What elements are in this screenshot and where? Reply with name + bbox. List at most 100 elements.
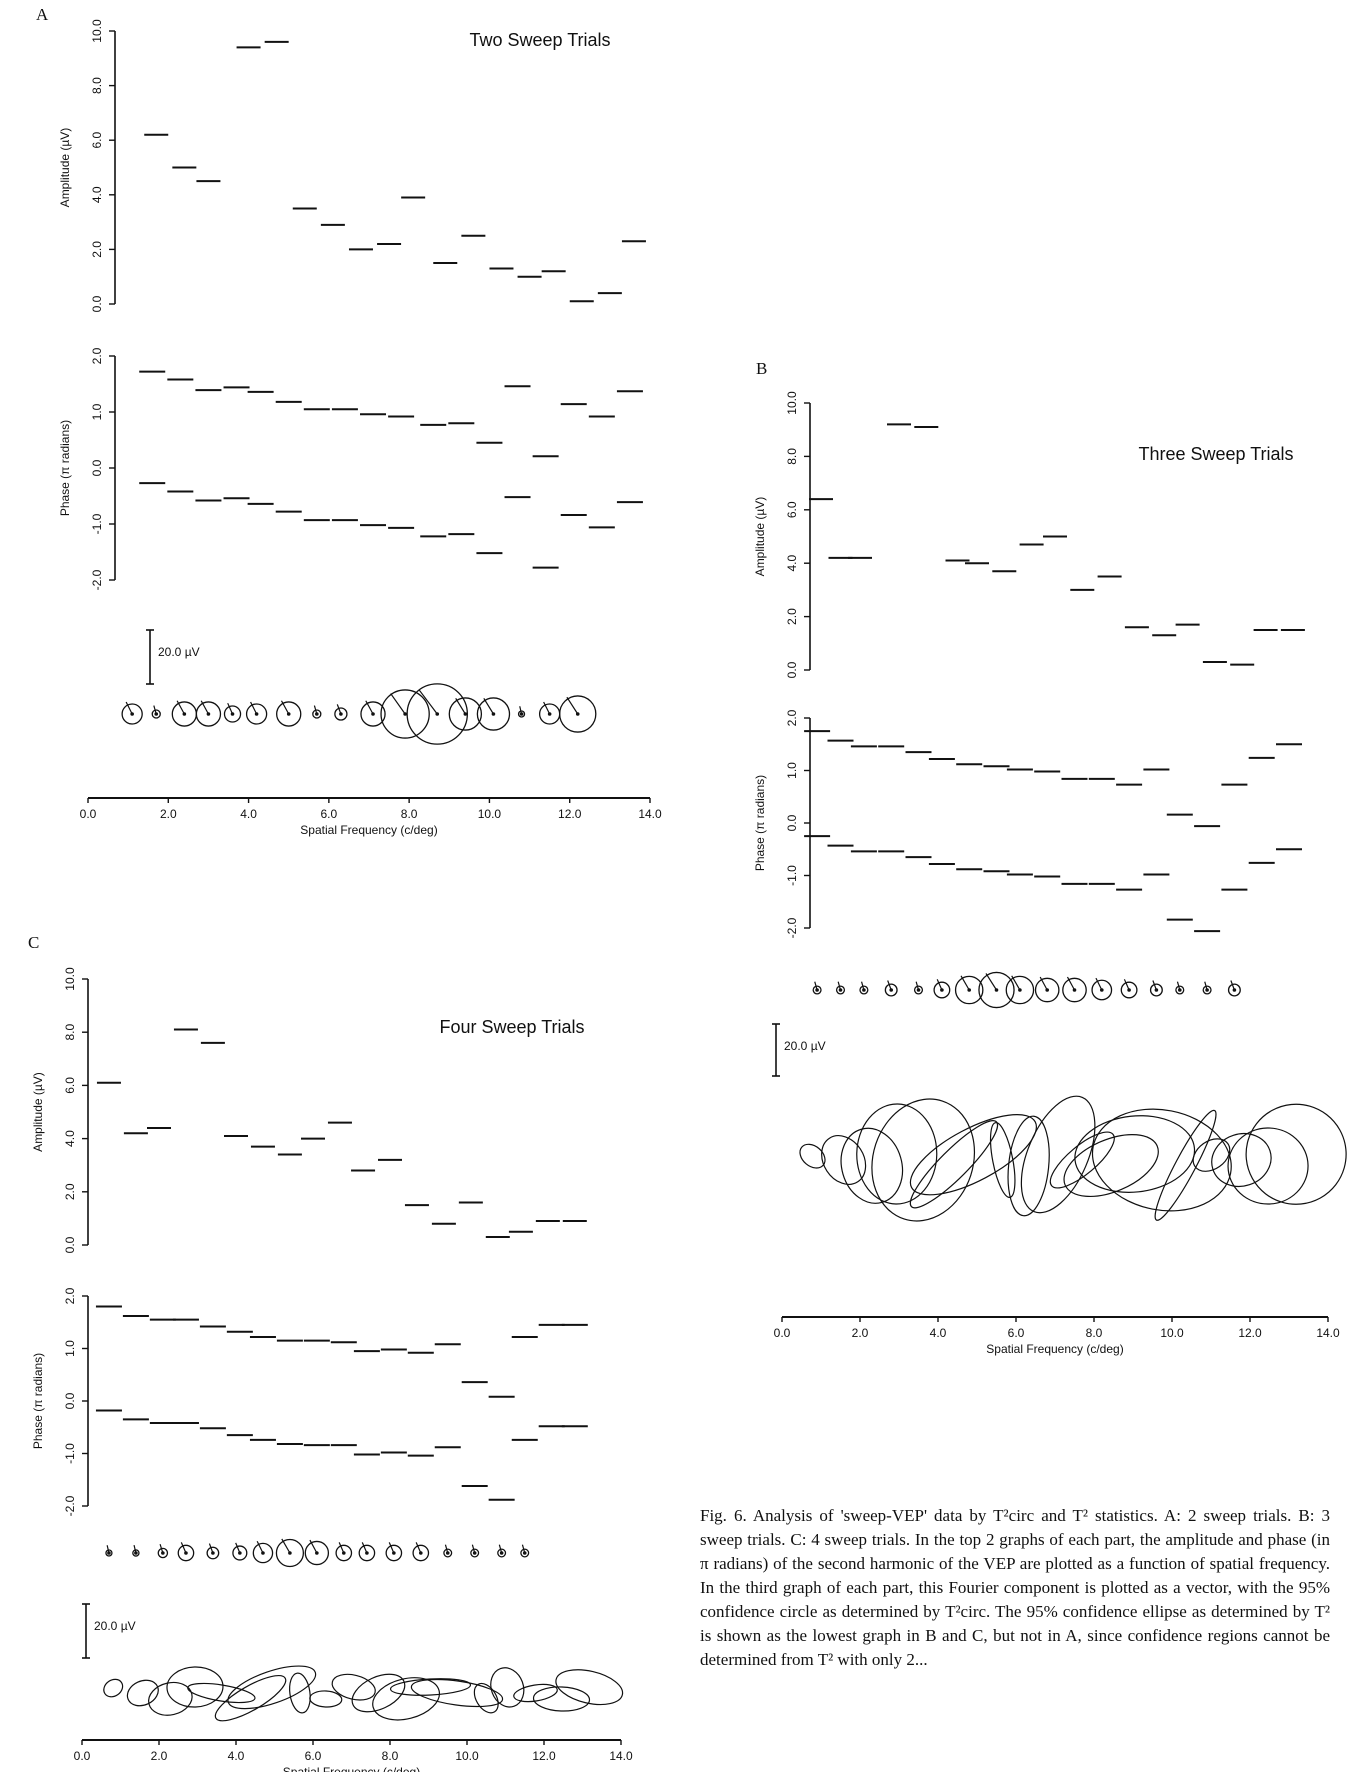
panel-a-confidence-circle xyxy=(448,697,483,731)
panel-a-amp-tick-label: 6.0 xyxy=(90,132,104,149)
panel-c-vector-dot xyxy=(107,1551,111,1555)
panel-a-vector xyxy=(483,698,494,715)
panel-c-vector-dot xyxy=(134,1551,138,1555)
panel-b-confidence-ellipse xyxy=(1154,1109,1217,1221)
panel-c-confidence-circle xyxy=(132,1549,140,1557)
panel-a-vector-dot xyxy=(254,712,259,716)
panel-a-confidence-circle xyxy=(276,701,302,727)
panel-a-amp-tick-label: 10.0 xyxy=(90,19,104,43)
panel-c-vector-dot xyxy=(392,1551,396,1555)
panel-b-amp-tick-label: 10.0 xyxy=(785,391,799,415)
panel-a-phase-tick-label: 1.0 xyxy=(90,403,104,420)
panel-c-confidence-circle xyxy=(232,1545,248,1561)
panel-b-vector-dot xyxy=(916,988,921,992)
panel-b-amp-tick-label: 8.0 xyxy=(785,448,799,465)
panel-b-confidence-ellipse xyxy=(989,1122,1016,1198)
panel-c-vector-dot xyxy=(342,1551,346,1555)
panel-c-amp-label: Amplitude (µV) xyxy=(31,1072,45,1152)
panel-a-confidence-circle xyxy=(559,695,597,733)
panel-b-confidence-circle xyxy=(1091,979,1113,1001)
panel-b-phase-tick-label: -2.0 xyxy=(785,917,799,938)
panel-c-x-tick-label: 10.0 xyxy=(455,1749,479,1763)
panel-c-confidence-circle xyxy=(497,1548,507,1558)
panel-c-vector xyxy=(415,1542,422,1554)
panel-b-confidence-circle xyxy=(1062,977,1087,1003)
panel-b-confidence-ellipse xyxy=(821,1135,867,1185)
panel-b-vector-dot xyxy=(940,988,944,992)
panel-b-confidence-circle xyxy=(954,975,984,1005)
panel-c-amp-tick-label: 2.0 xyxy=(63,1183,77,1200)
panel-b-confidence-ellipse xyxy=(1192,1138,1231,1172)
panel-a-vector xyxy=(543,701,551,715)
panel-a-vector-dot xyxy=(491,712,496,716)
panel-a-x-tick-label: 0.0 xyxy=(80,807,97,821)
panel-c-confidence-ellipse xyxy=(473,1682,499,1714)
panel-a-amp-tick-label: 4.0 xyxy=(90,186,104,203)
panel-b-confidence-ellipse xyxy=(1091,1108,1232,1212)
panel-a-confidence-circle xyxy=(334,707,348,721)
panel-b-confidence-circle xyxy=(835,985,846,995)
panel-b-x-tick-label: 10.0 xyxy=(1160,1326,1184,1340)
panel-c-x-tick-label: 6.0 xyxy=(305,1749,322,1763)
panel-c-amp-tick-label: 4.0 xyxy=(63,1130,77,1147)
panel-a-amp-label: Amplitude (µV) xyxy=(58,128,72,208)
panel-c-confidence-ellipse xyxy=(227,1665,317,1710)
panel-a-x-tick-label: 10.0 xyxy=(478,807,502,821)
panel-c-amp-tick-label: 10.0 xyxy=(63,967,77,991)
panel-b-confidence-circle xyxy=(933,981,951,999)
panel-b-confidence-ellipse xyxy=(871,1098,976,1222)
panel-b-confidence-ellipse xyxy=(1227,1127,1309,1205)
panel-a-confidence-circle xyxy=(223,705,242,723)
panel-c-vector-dot xyxy=(365,1551,369,1555)
panel-b-confidence-ellipse xyxy=(1074,1115,1196,1193)
panel-a-confidence-circle xyxy=(245,703,268,725)
panel-b-phase-tick-label: -1.0 xyxy=(785,865,799,886)
panel-c-confidence-ellipse xyxy=(187,1682,256,1704)
panel-b-vector-dot xyxy=(1045,988,1049,992)
panel-a-vector-dot xyxy=(435,712,440,716)
panel-c-confidence-circle xyxy=(335,1544,353,1562)
panel-b-phase-tick-label: 0.0 xyxy=(785,814,799,831)
panel-b-confidence-circle xyxy=(913,985,924,995)
panel-b-vector-dot xyxy=(1232,988,1237,992)
panel-a-x-tick-label: 12.0 xyxy=(558,807,582,821)
panel-b-confidence-circle xyxy=(1202,985,1212,995)
panel-b-x-tick-label: 4.0 xyxy=(930,1326,947,1340)
panel-c-confidence-circle xyxy=(275,1538,305,1568)
panel-b-confidence-ellipse xyxy=(1007,1115,1050,1217)
panel-c-confidence-circle xyxy=(443,1548,453,1558)
panel-b-vector-dot xyxy=(994,988,999,992)
panel-c-x-tick-label: 4.0 xyxy=(228,1749,245,1763)
panel-c-vector xyxy=(235,1542,241,1554)
panel-c-scale-bar-label: 20.0 µV xyxy=(94,1619,136,1633)
panel-b-confidence-ellipse xyxy=(1020,1095,1096,1214)
panel-c-vector-dot xyxy=(238,1551,242,1555)
panel-c-confidence-ellipse xyxy=(351,1673,406,1713)
panel-a-vector xyxy=(280,700,290,715)
panel-c-x-tick-label: 12.0 xyxy=(532,1749,556,1763)
panel-c-confidence-circle xyxy=(252,1542,274,1564)
panel-c-confidence-circle xyxy=(206,1546,220,1560)
panel-b-amp-tick-label: 6.0 xyxy=(785,501,799,518)
panel-a-vector xyxy=(566,696,579,715)
panel-c-amp-tick-label: 0.0 xyxy=(63,1236,77,1253)
panel-b-vector-dot xyxy=(838,988,843,992)
panel-b-confidence-circle xyxy=(812,985,822,995)
panel-c-confidence-ellipse xyxy=(513,1683,558,1703)
panel-c-letter: C xyxy=(28,933,39,952)
panel-c-phase-tick-label: 2.0 xyxy=(63,1287,77,1304)
panel-c-x-tick-label: 8.0 xyxy=(382,1749,399,1763)
panel-c-vector xyxy=(281,1538,291,1554)
panel-c-confidence-ellipse xyxy=(331,1673,376,1701)
panel-a-x-tick-label: 6.0 xyxy=(321,807,338,821)
panel-b-vector-dot xyxy=(862,988,866,992)
panel-b-vector xyxy=(960,975,970,991)
panel-b-vector-dot xyxy=(967,988,971,992)
panel-b-vector xyxy=(1039,976,1048,991)
panel-b-vector-dot xyxy=(1100,988,1104,992)
panel-a-vector xyxy=(455,698,466,715)
panel-c-confidence-ellipse xyxy=(166,1666,224,1708)
panel-a-phase-tick-label: -2.0 xyxy=(90,569,104,590)
panel-b-confidence-circle xyxy=(1034,977,1060,1003)
panel-b-confidence-circle xyxy=(1005,975,1035,1005)
